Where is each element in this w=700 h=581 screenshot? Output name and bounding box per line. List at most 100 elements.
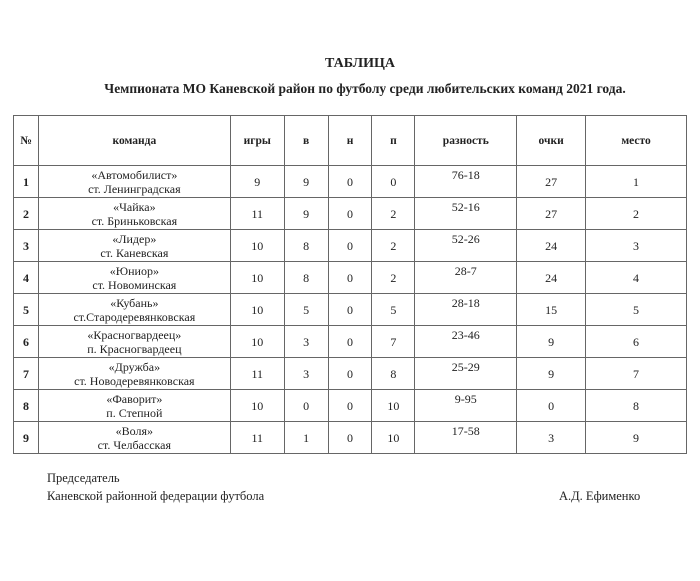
row-number: 8: [13, 389, 39, 422]
points-cell: 24: [516, 261, 587, 294]
games-cell: 11: [229, 197, 285, 230]
points-cell: 15: [516, 293, 587, 326]
draws-cell: 0: [327, 421, 373, 454]
draws-cell: 0: [327, 293, 373, 326]
games-cell: 11: [229, 357, 285, 390]
losses-cell: 2: [371, 229, 416, 262]
column-header: место: [585, 115, 687, 166]
goal-diff-cell: 25-29: [414, 357, 518, 390]
goal-diff-cell: 9-95: [414, 389, 518, 422]
footer-signer: А.Д. Ефименко: [559, 489, 641, 503]
goal-diff-cell: 28-18: [414, 293, 518, 326]
losses-cell: 0: [371, 165, 416, 198]
table-row: 7 «Дружба» ст. Новодеревянковская 11 3 0 8 25-2…: [13, 357, 687, 390]
games-cell: 10: [229, 293, 285, 326]
table-row: 8 «Фаворит» п. Степной 10 0 0 10 9-95 0 8: [13, 389, 687, 422]
wins-cell: 1: [283, 421, 329, 454]
losses-cell: 10: [371, 389, 416, 422]
points-cell: 27: [516, 165, 587, 198]
team-name: «Лидер»: [112, 231, 157, 246]
column-header: разность: [414, 115, 518, 166]
points-cell: 0: [516, 389, 587, 422]
rank-cell: 2: [585, 197, 687, 230]
rank-cell: 6: [585, 325, 687, 358]
draws-cell: 0: [327, 229, 373, 262]
draws-cell: 0: [327, 165, 373, 198]
rank-cell: 7: [585, 357, 687, 390]
goal-diff-cell: 17-58: [414, 421, 518, 454]
wins-cell: 8: [283, 229, 329, 262]
table-row: 1 «Автомобилист» ст. Ленинградская 9 9 0 0 76-1…: [13, 165, 687, 198]
draws-cell: 0: [327, 325, 373, 358]
losses-cell: 8: [371, 357, 416, 390]
team-cell: «Чайка» ст. Бриньковская: [37, 197, 231, 230]
team-cell: «Лидер» ст. Каневская: [37, 229, 231, 262]
team-name: «Чайка»: [113, 199, 156, 214]
column-header: команда: [37, 115, 231, 166]
wins-cell: 8: [283, 261, 329, 294]
team-cell: «Красногвардеец» п. Красногвардеец: [37, 325, 231, 358]
draws-cell: 0: [327, 389, 373, 422]
column-header: №: [13, 115, 39, 166]
table-row: 4 «Юниор» ст. Новоминская 10 8 0 2 28-7 24 4: [13, 261, 687, 294]
column-header: н: [327, 115, 373, 166]
goal-diff-cell: 28-7: [414, 261, 518, 294]
team-location: ст. Бриньковская: [91, 213, 178, 228]
row-number: 6: [13, 325, 39, 358]
games-cell: 10: [229, 389, 285, 422]
losses-cell: 10: [371, 421, 416, 454]
draws-cell: 0: [327, 261, 373, 294]
goal-diff-cell: 76-18: [414, 165, 518, 198]
team-location: ст. Новодеревянковская: [74, 373, 195, 388]
rank-cell: 9: [585, 421, 687, 454]
team-cell: «Дружба» ст. Новодеревянковская: [37, 357, 231, 390]
team-cell: «Кубань» ст.Стародеревянковская: [37, 293, 231, 326]
goal-diff-cell: 52-16: [414, 197, 518, 230]
wins-cell: 5: [283, 293, 329, 326]
row-number: 4: [13, 261, 39, 294]
team-name: «Красногвардеец»: [87, 327, 182, 342]
doc-subtitle: Чемпионата МО Каневской район по футболу…: [104, 81, 626, 96]
draws-cell: 0: [327, 357, 373, 390]
row-number: 2: [13, 197, 39, 230]
goal-diff-cell: 52-26: [414, 229, 518, 262]
games-cell: 11: [229, 421, 285, 454]
team-cell: «Автомобилист» ст. Ленинградская: [37, 165, 231, 198]
team-name: «Юниор»: [109, 263, 159, 278]
team-location: ст. Каневская: [100, 245, 169, 260]
team-name: «Воля»: [115, 423, 154, 438]
wins-cell: 0: [283, 389, 329, 422]
team-cell: «Фаворит» п. Степной: [37, 389, 231, 422]
row-number: 7: [13, 357, 39, 390]
points-cell: 24: [516, 229, 587, 262]
footer-federation: Каневской районной федерации футбола: [47, 489, 265, 503]
table-row: 6 «Красногвардеец» п. Красногвардеец 10 3 0 7 2…: [13, 325, 687, 358]
rank-cell: 4: [585, 261, 687, 294]
draws-cell: 0: [327, 197, 373, 230]
points-cell: 3: [516, 421, 587, 454]
table-row: 3 «Лидер» ст. Каневская 10 8 0 2 52-26 24 3: [13, 229, 687, 262]
points-cell: 9: [516, 325, 587, 358]
table-row: 9 «Воля» ст. Челбасская 11 1 0 10 17-58 3 9: [13, 421, 687, 454]
table-row: 2 «Чайка» ст. Бриньковская 11 9 0 2 52-16 27 2: [13, 197, 687, 230]
losses-cell: 2: [371, 261, 416, 294]
column-header: очки: [516, 115, 587, 166]
column-header: в: [283, 115, 329, 166]
footer-chair: Председатель: [47, 471, 120, 485]
rank-cell: 8: [585, 389, 687, 422]
wins-cell: 3: [283, 325, 329, 358]
goal-diff-cell: 23-46: [414, 325, 518, 358]
losses-cell: 7: [371, 325, 416, 358]
rank-cell: 3: [585, 229, 687, 262]
doc-title: ТАБЛИЦА: [325, 56, 395, 71]
points-cell: 27: [516, 197, 587, 230]
wins-cell: 9: [283, 197, 329, 230]
team-cell: «Юниор» ст. Новоминская: [37, 261, 231, 294]
team-location: ст. Челбасская: [97, 437, 172, 452]
losses-cell: 5: [371, 293, 416, 326]
rank-cell: 5: [585, 293, 687, 326]
standings-table: № команда игры в н п разность очки место 1 «Автом…: [13, 115, 687, 454]
team-location: ст. Ленинградская: [88, 181, 181, 196]
games-cell: 10: [229, 261, 285, 294]
